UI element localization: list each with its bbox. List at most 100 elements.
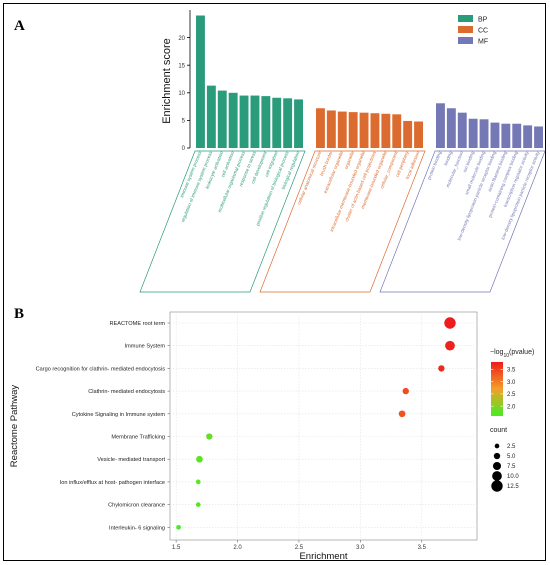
pathway-point (444, 317, 456, 329)
bar-y-tick-label: 20 (178, 36, 185, 42)
panel-a-label: A (14, 18, 25, 34)
bar-y-axis-title: Enrichment score (161, 38, 173, 124)
legend-swatch-cc (458, 26, 473, 33)
bar-cc (381, 113, 391, 148)
legend-swatch-bp (458, 15, 473, 22)
dot-x-axis-title: Enrichment (299, 551, 347, 562)
size-legend-label: 2.5 (507, 444, 516, 450)
bar-cc (414, 121, 423, 148)
bar-mf (436, 103, 445, 148)
pathway-point (176, 524, 181, 530)
pathway-label: Membrane Trafficking (111, 435, 165, 441)
bar-mf (501, 123, 511, 148)
panel-b-label: B (14, 306, 24, 322)
size-legend-label: 7.5 (507, 464, 516, 470)
figure-frame (3, 3, 546, 561)
color-legend-tick-label: 3.5 (507, 368, 516, 374)
bar-bp (196, 15, 205, 148)
bar-bp (250, 95, 260, 148)
pathway-point (445, 340, 455, 351)
bar-cc (370, 113, 380, 148)
bar-cc (403, 120, 413, 148)
pathway-label: Vesicle- mediated transport (97, 457, 165, 463)
color-legend-tick-label: 3.0 (507, 380, 516, 386)
bar-cc (337, 111, 347, 148)
category-group-outline (379, 150, 546, 293)
legend-swatch-mf (458, 37, 473, 44)
size-legend-label: 12.5 (507, 484, 519, 490)
pathway-point (196, 455, 203, 463)
bar-bp (217, 90, 227, 148)
reactome-dot-plot: 1.5 2.0 2.5 3.0 3.5 Enrichment Reactome Pathwa… (9, 311, 534, 562)
dot-x-tick-label: 2.5 (295, 545, 304, 551)
bar-bp (239, 95, 249, 148)
bar-bp (261, 96, 271, 148)
bar-y-tick-label: 0 (182, 146, 186, 152)
size-legend-dot (491, 480, 503, 492)
color-legend-title: −log10(pvalue) (490, 349, 534, 359)
size-legend-dot (493, 452, 501, 460)
pathway-point (206, 433, 213, 440)
pathway-label: REACTOME root term (109, 321, 165, 327)
bar-mf (523, 125, 533, 148)
category-group-outline (259, 150, 426, 293)
pathway-label: Cargo recognition for clathrin- mediated… (36, 366, 166, 372)
pathway-label: Cytokine Signaling in Immune system (72, 412, 166, 418)
pathway-point (438, 365, 445, 372)
dot-plot-area (169, 311, 478, 541)
bar-bp (272, 97, 282, 148)
bar-y-tick-label: 10 (178, 91, 185, 97)
bar-y-tick-label: 5 (182, 119, 186, 125)
dot-y-axis-title: Reactome Pathway (9, 385, 20, 468)
bar-mf (468, 118, 478, 148)
pathway-label: Chylomicron clearance (108, 503, 165, 509)
category-group-outline (139, 150, 306, 293)
bar-bp (228, 92, 238, 148)
bar-bp (283, 98, 293, 148)
dot-x-tick-label: 2.0 (233, 545, 242, 551)
dot-x-tick-label: 1.5 (172, 545, 181, 551)
size-legend-label: 10.0 (507, 474, 519, 480)
size-legend-dot (492, 461, 502, 471)
bar-category-label: protein binding (426, 150, 442, 180)
pathway-point (398, 410, 406, 418)
color-legend-bar (491, 362, 503, 416)
color-legend-tick-label: 2.0 (507, 404, 516, 410)
legend-label-bp: BP (478, 16, 488, 23)
color-legend-tick-label: 2.5 (507, 392, 516, 398)
pathway-point (402, 387, 409, 395)
pathway-point (195, 479, 201, 485)
pathway-label: Clathrin- mediated endocytosis (88, 389, 165, 395)
legend-label-mf: MF (478, 38, 488, 45)
dot-x-tick-label: 3.0 (356, 545, 365, 551)
bar-category-label: binding (443, 150, 453, 166)
bar-cc (316, 108, 325, 148)
bar-mf (457, 112, 467, 148)
bar-bp (294, 99, 303, 148)
pathway-label: Interleukin- 6 signaling (109, 525, 165, 531)
bar-cc (348, 112, 358, 148)
pathway-label: Immune System (125, 344, 166, 350)
bar-mf (446, 108, 456, 148)
size-legend-dot (492, 471, 502, 481)
bar-bp (206, 85, 216, 148)
bar-category-label: cellular anatomical structure (296, 150, 322, 205)
bar-y-tick-label: 15 (178, 63, 185, 69)
size-legend-dot (494, 443, 500, 449)
bar-cc (359, 112, 369, 148)
bar-mf (490, 122, 500, 148)
bar-mf (512, 123, 522, 148)
size-legend-title: count (490, 427, 507, 434)
size-legend-label: 5.0 (507, 454, 516, 460)
bar-cc (392, 114, 402, 148)
bar-cc (326, 110, 336, 148)
bar-mf (479, 119, 489, 148)
dot-x-tick-label: 3.5 (418, 545, 427, 551)
bar-mf (534, 126, 543, 148)
pathway-point (195, 502, 201, 507)
legend-label-cc: CC (478, 27, 488, 34)
pathway-label: Ion influx/efflux at host- pathogen inte… (60, 480, 165, 486)
bar-category-label: organelle (343, 150, 355, 170)
